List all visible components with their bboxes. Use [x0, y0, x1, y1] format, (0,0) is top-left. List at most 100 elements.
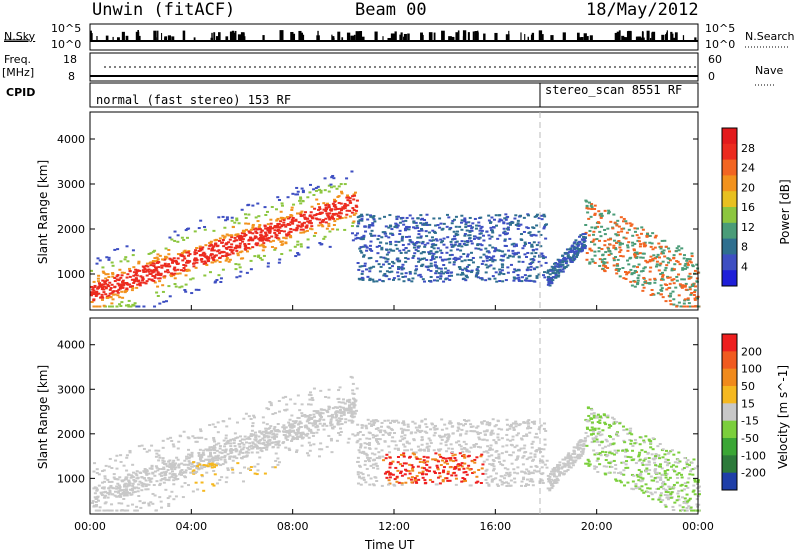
plot-title-station: Unwin (fitACF) — [92, 0, 236, 20]
range-cell — [241, 257, 245, 260]
range-cell — [314, 232, 318, 235]
range-cell — [440, 428, 444, 431]
range-cell — [415, 224, 419, 227]
range-cell — [338, 215, 342, 218]
range-cell — [434, 452, 438, 455]
range-cell — [124, 509, 128, 512]
range-cell — [169, 258, 173, 261]
range-cell — [636, 227, 640, 230]
range-cell — [243, 243, 247, 246]
range-cell — [392, 278, 396, 281]
range-cell — [607, 471, 611, 474]
range-cell — [608, 451, 612, 454]
range-cell — [419, 252, 423, 255]
range-cell — [365, 213, 369, 216]
range-cell — [410, 241, 414, 244]
range-cell — [492, 267, 496, 270]
range-cell — [454, 459, 458, 462]
range-cell — [603, 244, 607, 247]
range-cell — [276, 423, 280, 426]
range-cell — [257, 254, 261, 257]
range-cell — [120, 290, 124, 293]
range-cell — [182, 264, 186, 267]
range-cell — [423, 482, 427, 485]
range-cell — [162, 258, 166, 261]
range-cell — [630, 487, 634, 490]
range-cell — [250, 429, 254, 432]
range-cell — [421, 251, 425, 254]
range-cell — [118, 268, 122, 271]
range-cell — [284, 435, 288, 438]
range-cell — [564, 456, 568, 459]
range-cell — [427, 448, 431, 451]
range-cell — [370, 249, 374, 252]
range-cell — [669, 492, 673, 495]
range-cell — [464, 223, 468, 226]
noise-bar — [618, 30, 621, 40]
range-cell — [630, 223, 634, 226]
range-cell — [637, 453, 641, 456]
range-cell — [431, 480, 435, 483]
range-cell — [385, 248, 389, 251]
range-cell — [463, 234, 467, 237]
range-cell — [190, 451, 194, 454]
range-cell — [145, 280, 149, 283]
range-cell — [217, 274, 221, 277]
range-cell — [429, 252, 433, 255]
range-cell — [687, 302, 691, 305]
range-cell — [217, 216, 221, 219]
range-cell — [686, 262, 690, 265]
range-cell — [646, 487, 650, 490]
range-cell — [153, 305, 157, 308]
range-cell — [311, 424, 315, 427]
range-cell — [262, 237, 266, 240]
range-cell — [563, 266, 567, 269]
range-cell — [277, 238, 281, 241]
range-cell — [676, 260, 680, 263]
range-cell — [487, 424, 491, 427]
range-cell — [508, 484, 512, 487]
range-cell — [325, 424, 329, 427]
range-cell — [508, 471, 512, 474]
range-cell — [377, 451, 381, 454]
range-cell — [352, 194, 356, 197]
range-cell — [142, 281, 146, 284]
range-cell — [445, 251, 449, 254]
range-cell — [217, 442, 221, 445]
range-cell — [420, 443, 424, 446]
range-cell — [296, 423, 300, 426]
range-cell — [548, 284, 552, 287]
range-cell — [377, 244, 381, 247]
range-cell — [370, 229, 374, 232]
range-cell — [572, 245, 576, 248]
range-cell — [350, 225, 354, 228]
range-cell — [549, 269, 553, 272]
range-cell — [99, 491, 103, 494]
range-cell — [574, 239, 578, 242]
range-cell — [535, 224, 539, 227]
range-cell — [332, 425, 336, 428]
range-cell — [483, 433, 487, 436]
range-cell — [190, 455, 194, 458]
range-cell — [367, 422, 371, 425]
range-cell — [605, 455, 609, 458]
range-cell — [152, 279, 156, 282]
range-cell — [384, 225, 388, 228]
range-cell — [668, 488, 672, 491]
range-cell — [566, 264, 570, 267]
range-cell — [505, 418, 509, 421]
range-cell — [223, 456, 227, 459]
noise-bar — [291, 34, 295, 40]
range-cell — [649, 294, 653, 297]
range-cell — [642, 276, 646, 279]
range-cell — [115, 487, 119, 490]
range-cell — [481, 472, 485, 475]
range-cell — [491, 260, 495, 263]
range-cell — [317, 188, 321, 191]
range-cell — [282, 230, 286, 233]
range-cell — [151, 262, 155, 265]
range-cell — [592, 440, 596, 443]
range-cell — [488, 278, 492, 281]
range-cell — [539, 245, 543, 248]
range-cell — [612, 459, 616, 462]
